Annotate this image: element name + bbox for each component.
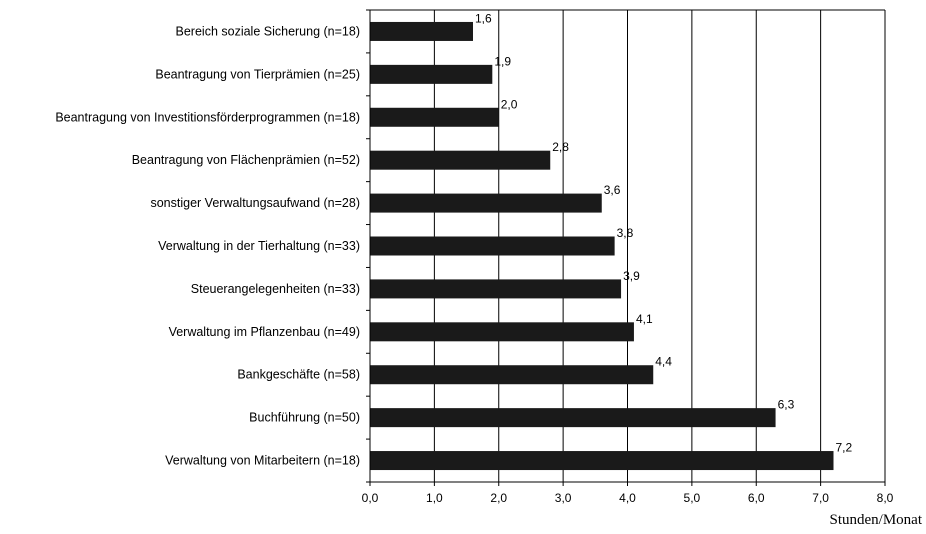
data-label: 1,6 — [475, 11, 492, 25]
bar — [370, 365, 654, 385]
data-label: 6,3 — [778, 398, 795, 412]
x-tick-label: 1,0 — [426, 491, 443, 505]
x-tick-label: 8,0 — [877, 491, 894, 505]
category-label: Beantragung von Flächenprämien (n=52) — [132, 153, 360, 167]
data-label: 3,9 — [623, 269, 640, 283]
category-label: Buchführung (n=50) — [249, 411, 360, 425]
category-label: Verwaltung im Pflanzenbau (n=49) — [169, 325, 360, 339]
bars — [370, 21, 834, 471]
data-label: 7,2 — [836, 441, 853, 455]
category-label: Bankgeschäfte (n=58) — [237, 368, 360, 382]
category-label: sonstiger Verwaltungsaufwand (n=28) — [150, 196, 360, 210]
category-label: Verwaltung in der Tierhaltung (n=33) — [158, 239, 360, 253]
x-tick-label: 2,0 — [490, 491, 507, 505]
data-label: 2,8 — [552, 140, 569, 154]
data-label: 3,6 — [604, 183, 621, 197]
bar — [370, 150, 551, 170]
data-label: 4,1 — [636, 312, 653, 326]
data-label: 4,4 — [655, 355, 672, 369]
bar — [370, 408, 776, 428]
bar — [370, 107, 499, 127]
data-label: 2,0 — [501, 97, 518, 111]
category-label: Beantragung von Investitionsförderprogra… — [55, 110, 360, 124]
data-label: 1,9 — [494, 54, 511, 68]
x-tick-label: 7,0 — [812, 491, 829, 505]
bar — [370, 193, 602, 213]
data-label: 3,8 — [617, 226, 634, 240]
axes — [366, 9, 886, 486]
x-tick-label: 3,0 — [555, 491, 572, 505]
category-label: Beantragung von Tierprämien (n=25) — [155, 67, 360, 81]
x-tick-label: 6,0 — [748, 491, 765, 505]
x-tick-label: 0,0 — [362, 491, 379, 505]
bar — [370, 451, 834, 471]
bar — [370, 64, 493, 84]
x-tick-label: 4,0 — [619, 491, 636, 505]
bar — [370, 279, 622, 299]
bar — [370, 236, 615, 256]
category-label: Verwaltung von Mitarbeitern (n=18) — [165, 454, 360, 468]
x-tick-label: 5,0 — [684, 491, 701, 505]
bar — [370, 21, 473, 41]
x-axis-title: Stunden/Monat — [830, 512, 923, 528]
category-label: Bereich soziale Sicherung (n=18) — [176, 24, 360, 38]
category-label: Steuerangelegenheiten (n=33) — [191, 282, 360, 296]
bar — [370, 322, 634, 342]
labels: Bereich soziale Sicherung (n=18) 1,6 Beant… — [55, 11, 893, 505]
